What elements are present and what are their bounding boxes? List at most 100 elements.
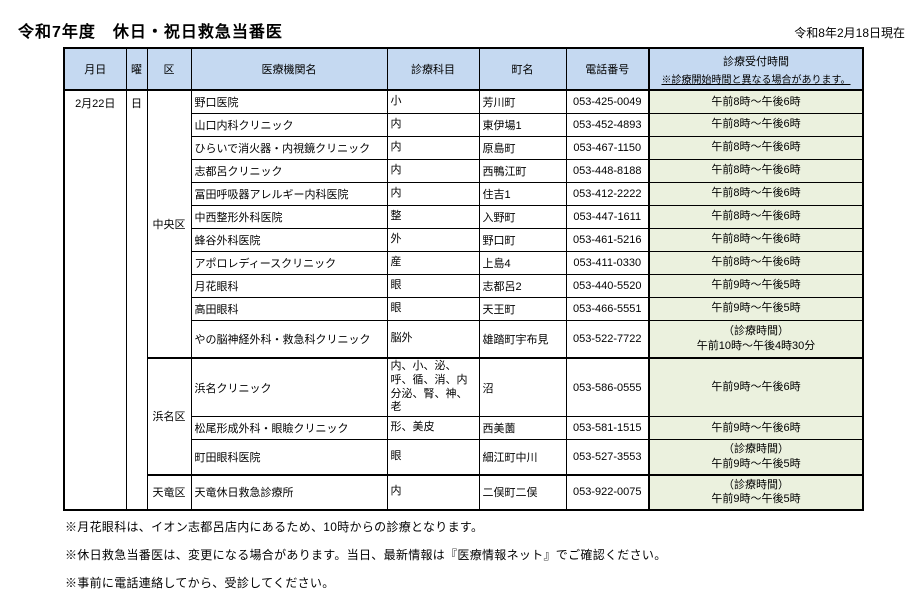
town-cell: 沼 bbox=[478, 357, 567, 417]
institution-cell: 月花眼科 bbox=[190, 273, 388, 298]
phone-cell: 053-586-0555 bbox=[565, 357, 650, 417]
notes-section: ※月花眼科は、イオン志都呂店内にあるため、10時からの診療となります。 ※休日救… bbox=[65, 518, 667, 602]
phone-cell: 053-425-0049 bbox=[565, 89, 650, 114]
departments-cell: 外 bbox=[386, 227, 480, 252]
table-row: 天竜区 天竜休日救急診療所内二俣町二俣 053-922-0075 （診療時間） 午前9… bbox=[64, 473, 864, 510]
departments-cell: 整 bbox=[386, 204, 480, 229]
col-header-day: 曜 bbox=[125, 47, 148, 91]
institution-cell: 天竜休日救急診療所 bbox=[190, 473, 388, 510]
town-cell: 天王町 bbox=[478, 296, 567, 321]
ward-cell: 浜名区 bbox=[146, 357, 192, 475]
phone-cell: 053-466-5551 bbox=[565, 296, 650, 321]
departments-cell: 内 bbox=[386, 181, 480, 206]
departments-cell: 眼 bbox=[386, 296, 480, 321]
hours-cell: （診療時間） 午前9時～午後5時 bbox=[648, 473, 864, 510]
institution-cell: 松尾形成外科・眼瞼クリニック bbox=[190, 416, 388, 440]
hours-header-title: 診療受付時間 bbox=[723, 55, 789, 68]
note-changes: ※休日救急当番医は、変更になる場合があります。当日、最新情報は『医療情報ネット』… bbox=[65, 548, 667, 562]
departments-cell: 形、美皮 bbox=[386, 416, 480, 440]
hours-cell: 午前8時～午後6時 bbox=[648, 135, 864, 160]
hours-cell: 午前8時～午後6時 bbox=[648, 181, 864, 206]
date-cell: 2月22日 bbox=[63, 89, 127, 510]
town-cell: 細江町中川 bbox=[478, 439, 567, 475]
col-header-town: 町名 bbox=[478, 47, 567, 91]
institution-cell: ひらいで消火器・内視鏡クリニック bbox=[190, 135, 388, 160]
institution-cell: アポロレディースクリニック bbox=[190, 250, 388, 275]
col-header-departments: 診療科目 bbox=[386, 47, 480, 91]
hours-cell: 午前8時～午後6時 bbox=[648, 158, 864, 183]
col-header-ward: 区 bbox=[146, 47, 192, 91]
table-row: 冨田呼吸器アレルギー内科医院内住吉1 053-412-2222 午前8時～午後6時 bbox=[64, 181, 864, 206]
hours-cell: 午前9時～午後6時 bbox=[648, 416, 864, 440]
town-cell: 芳川町 bbox=[478, 89, 567, 114]
header-row: 月日 曜 区 医療機関名 診療科目 町名 電話番号 診療受付時間 ※診療開始時間… bbox=[63, 47, 864, 91]
town-cell: 入野町 bbox=[478, 204, 567, 229]
table-row: 蜂谷外科医院外野口町 053-461-5216 午前8時～午後6時 bbox=[64, 227, 864, 252]
table-row: 町田眼科医院眼細江町中川 053-527-3553 （診療時間） 午前9時～午後5時 bbox=[64, 439, 864, 475]
col-header-institution: 医療機関名 bbox=[190, 47, 388, 91]
phone-cell: 053-922-0075 bbox=[565, 473, 650, 510]
day-cell: 日 bbox=[125, 89, 148, 510]
hours-cell: （診療時間） 午前10時～午後4時30分 bbox=[648, 319, 864, 359]
town-cell: 原島町 bbox=[478, 135, 567, 160]
departments-cell: 内 bbox=[386, 158, 480, 183]
col-header-date: 月日 bbox=[63, 47, 127, 91]
institution-cell: 志都呂クリニック bbox=[190, 158, 388, 183]
phone-cell: 053-461-5216 bbox=[565, 227, 650, 252]
ward-cell: 天竜区 bbox=[146, 473, 192, 510]
phone-cell: 053-440-5520 bbox=[565, 273, 650, 298]
phone-cell: 053-448-8188 bbox=[565, 158, 650, 183]
table-row: 松尾形成外科・眼瞼クリニック 形、美皮 西美薗 053-581-1515 午前9時～午後… bbox=[64, 416, 864, 440]
phone-cell: 053-411-0330 bbox=[565, 250, 650, 275]
table-row: 浜名区 浜名クリニック 内、小、泌、呼、循、消、内分泌、腎、神、老沼 053-586-… bbox=[64, 357, 864, 475]
as-of-date: 令和8年2月18日現在 bbox=[794, 26, 905, 40]
departments-cell: 産 bbox=[386, 250, 480, 275]
phone-cell: 053-467-1150 bbox=[565, 135, 650, 160]
hours-cell: 午前9時～午後5時 bbox=[648, 296, 864, 321]
hours-cell: 午前9時～午後5時 bbox=[648, 273, 864, 298]
institution-cell: 高田眼科 bbox=[190, 296, 388, 321]
institution-cell: やの脳神経外科・救急科クリニック bbox=[190, 319, 388, 359]
hours-cell: 午前8時～午後6時 bbox=[648, 112, 864, 137]
hours-cell: 午前8時～午後6時 bbox=[648, 89, 864, 114]
town-cell: 住吉1 bbox=[478, 181, 567, 206]
ward-cell: 中央区 bbox=[146, 89, 192, 359]
note-call-ahead: ※事前に電話連絡してから、受診してください。 bbox=[65, 576, 335, 590]
town-cell: 志都呂2 bbox=[478, 273, 567, 298]
departments-cell: 眼 bbox=[386, 439, 480, 475]
table-row: 山口内科クリニック内東伊場1 053-452-4893 午前8時～午後6時 bbox=[64, 112, 864, 137]
town-cell: 西美薗 bbox=[478, 416, 567, 440]
table-header: 月日 曜 区 医療機関名 診療科目 町名 電話番号 診療受付時間 ※診療開始時間… bbox=[63, 47, 864, 91]
table-row: 2月22日日中央区 野口医院小芳川町 053-425-0049 午前8時～午後6時 bbox=[63, 89, 864, 510]
col-header-phone: 電話番号 bbox=[565, 47, 650, 91]
phone-cell: 053-447-1611 bbox=[565, 204, 650, 229]
departments-cell: 内 bbox=[386, 473, 480, 510]
hours-cell: 午前8時～午後6時 bbox=[648, 227, 864, 252]
departments-cell: 脳外 bbox=[386, 319, 480, 359]
duty-table: 月日 曜 区 医療機関名 診療科目 町名 電話番号 診療受付時間 ※診療開始時間… bbox=[63, 47, 864, 511]
departments-cell: 内、小、泌、呼、循、消、内分泌、腎、神、老 bbox=[386, 357, 480, 417]
table-body: 2月22日日中央区 野口医院小芳川町 053-425-0049 午前8時～午後6時 山口… bbox=[63, 89, 864, 510]
hours-header-note: ※診療開始時間と異なる場合があります。 bbox=[661, 74, 851, 86]
town-cell: 雄踏町宇布見 bbox=[478, 319, 567, 359]
phone-cell: 053-452-4893 bbox=[565, 112, 650, 137]
hours-cell: 午前9時～午後6時 bbox=[648, 357, 864, 417]
hours-cell: 午前8時～午後6時 bbox=[648, 204, 864, 229]
table-row: ひらいで消火器・内視鏡クリニック内原島町 053-467-1150 午前8時～午後6… bbox=[64, 135, 864, 160]
departments-cell: 内 bbox=[386, 135, 480, 160]
departments-cell: 内 bbox=[386, 112, 480, 137]
town-cell: 二俣町二俣 bbox=[478, 473, 567, 510]
town-cell: 上島4 bbox=[478, 250, 567, 275]
col-header-hours: 診療受付時間 ※診療開始時間と異なる場合があります。 bbox=[648, 47, 864, 91]
note-tsukihana: ※月花眼科は、イオン志都呂店内にあるため、10時からの診療となります。 bbox=[65, 520, 484, 534]
departments-cell: 小 bbox=[386, 89, 480, 114]
table-row: 中西整形外科医院整入野町 053-447-1611 午前8時～午後6時 bbox=[64, 204, 864, 229]
institution-cell: 冨田呼吸器アレルギー内科医院 bbox=[190, 181, 388, 206]
departments-cell: 眼 bbox=[386, 273, 480, 298]
institution-cell: 浜名クリニック bbox=[190, 357, 388, 417]
phone-cell: 053-412-2222 bbox=[565, 181, 650, 206]
table-row: 高田眼科眼天王町 053-466-5551 午前9時～午後5時 bbox=[64, 296, 864, 321]
hours-cell: （診療時間） 午前9時～午後5時 bbox=[648, 439, 864, 475]
page-title: 令和7年度 休日・祝日救急当番医 bbox=[18, 24, 283, 41]
